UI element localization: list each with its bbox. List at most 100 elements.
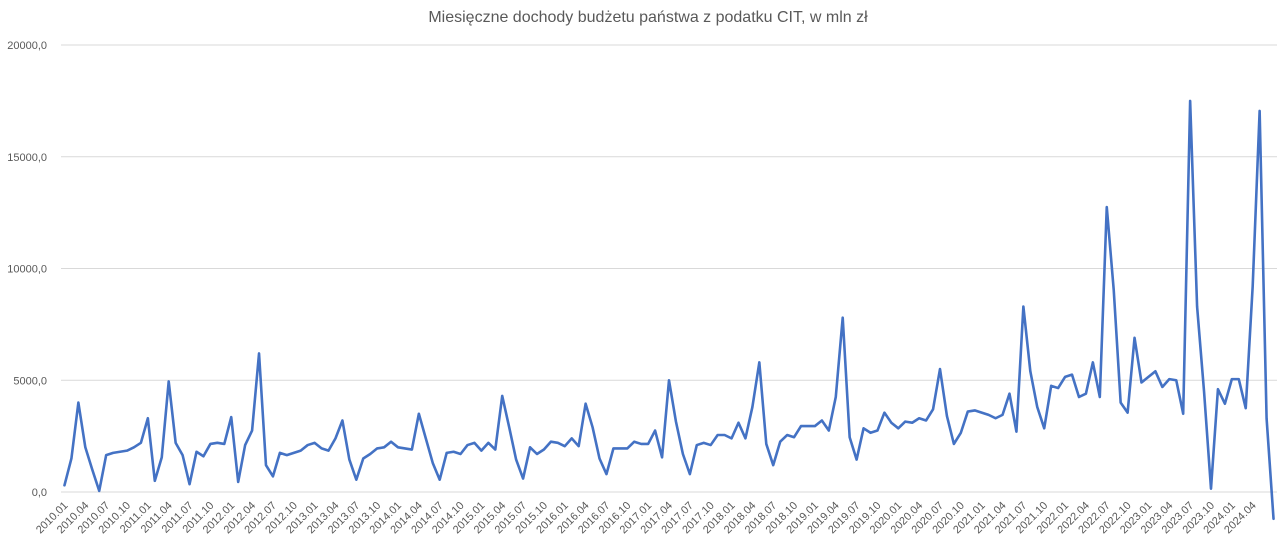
data-point [702,441,706,445]
data-point [396,445,400,449]
data-point [757,360,761,364]
data-point [924,418,928,422]
data-point [792,435,796,439]
data-point [1084,392,1088,396]
data-point [389,440,393,444]
data-point [1195,304,1199,308]
data-point [785,433,789,437]
data-point [945,414,949,418]
data-point [604,472,608,476]
data-point [987,413,991,417]
data-point [347,458,351,462]
data-point [361,456,365,460]
data-point [146,416,150,420]
data-point [69,456,73,460]
data-point [632,440,636,444]
data-point [827,429,831,433]
data-point [743,436,747,440]
data-point [1028,369,1032,373]
data-point [83,445,87,449]
data-point [139,441,143,445]
data-point [194,450,198,454]
data-point [208,442,212,446]
data-point [410,448,414,452]
data-point [1146,375,1150,379]
data-point [452,450,456,454]
data-point [723,433,727,437]
data-point [952,442,956,446]
data-point [264,463,268,467]
y-tick-label: 15000,0 [7,152,47,164]
data-point [764,442,768,446]
data-point [813,424,817,428]
data-point [917,416,921,420]
data-point [76,401,80,405]
data-point [472,441,476,445]
data-point [1202,389,1206,393]
data-point [320,446,324,450]
data-point [278,451,282,455]
data-point [598,456,602,460]
data-point [584,402,588,406]
data-point [118,450,122,454]
data-point [903,420,907,424]
data-point [848,435,852,439]
data-point [104,453,108,457]
data-point [333,436,337,440]
data-point [1140,380,1144,384]
data-point [521,477,525,481]
data-point [618,446,622,450]
data-point [799,424,803,428]
data-point [994,416,998,420]
data-point [368,452,372,456]
data-point [167,379,171,383]
data-point [424,436,428,440]
data-point [841,316,845,320]
data-point [778,440,782,444]
data-point [215,441,219,445]
data-point [931,407,935,411]
data-point [459,452,463,456]
data-point [1174,378,1178,382]
data-point [862,426,866,430]
data-point [382,445,386,449]
y-tick-label: 0,0 [32,487,47,499]
data-point [973,408,977,412]
data-point [313,441,317,445]
data-point [959,431,963,435]
data-point [1265,416,1269,420]
data-point [1167,377,1171,381]
y-tick-label: 10000,0 [7,264,47,276]
data-point [236,480,240,484]
data-point [882,411,886,415]
data-point [771,463,775,467]
data-point [889,421,893,425]
data-point [910,421,914,425]
y-tick-label: 5000,0 [13,375,47,387]
data-point [97,489,101,493]
data-point [591,425,595,429]
data-point [750,405,754,409]
data-point [431,461,435,465]
y-tick-label: 20000,0 [7,40,47,52]
data-point [1133,336,1137,340]
data-point [257,351,261,355]
data-point [1070,373,1074,377]
data-point [292,451,296,455]
data-point [375,446,379,450]
data-point [1049,384,1053,388]
series-layer [62,99,1275,521]
data-point [639,442,643,446]
data-point [625,446,629,450]
data-point [1244,406,1248,410]
data-point [201,454,205,458]
data-point [1056,386,1060,390]
data-point [1237,377,1241,381]
data-point [1230,377,1234,381]
data-point [445,451,449,455]
data-point [403,446,407,450]
data-point [542,448,546,452]
data-point [563,444,567,448]
data-point [62,483,66,487]
